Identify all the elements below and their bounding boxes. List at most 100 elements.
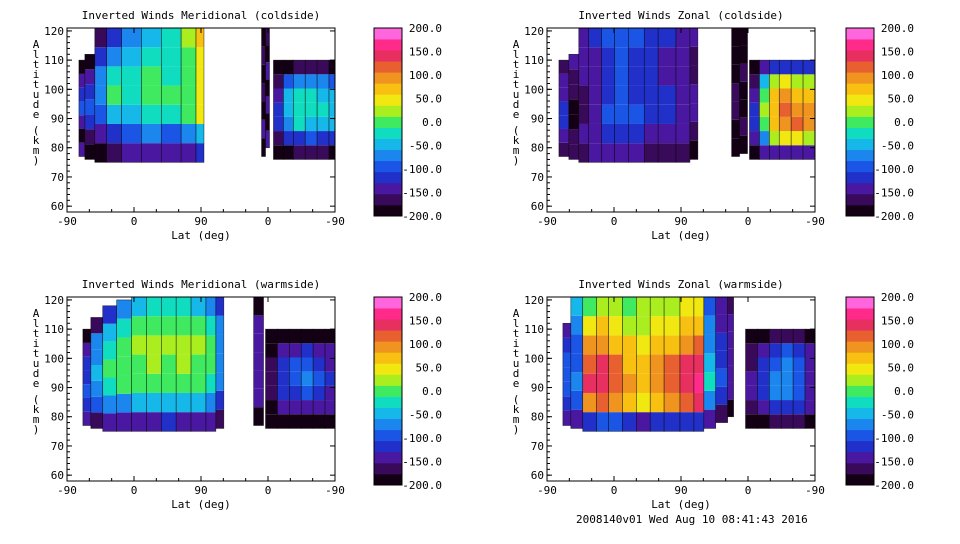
x-axis-label: Lat (deg) xyxy=(171,229,231,242)
colorbar-segment xyxy=(846,374,874,386)
cell-col4-row3 xyxy=(601,85,615,105)
colorbar-segment xyxy=(846,385,874,397)
cell-col1-row2 xyxy=(568,114,579,130)
cell-col7-row5 xyxy=(176,316,192,336)
cell-col19-row5 xyxy=(325,343,335,358)
data-cells xyxy=(82,297,335,432)
cell-col7-row4 xyxy=(181,66,197,86)
cell-col4-row1 xyxy=(121,123,142,144)
cell-col11-row2 xyxy=(703,372,716,391)
svg-text:i: i xyxy=(513,337,520,350)
colorbar-label: 0.0 xyxy=(422,385,442,398)
cell-col15-row1 xyxy=(277,400,290,415)
cell-col4-row2 xyxy=(131,373,147,393)
cell-col17-row2 xyxy=(301,385,314,401)
cell-col14-row4 xyxy=(265,357,278,372)
cell-col0-row3 xyxy=(82,370,91,385)
cell-col18-row4 xyxy=(313,357,326,372)
cell-col14-row3 xyxy=(265,371,278,386)
cell-col20-row4 xyxy=(351,88,358,102)
x-tick-label: -90 xyxy=(325,484,345,497)
cell-col19-row5 xyxy=(805,343,815,358)
colorbar-label: 150.0 xyxy=(409,315,442,328)
colorbar-label: 100.0 xyxy=(409,338,442,351)
cell-col5-row6 xyxy=(622,297,637,317)
cell-col12-row6 xyxy=(715,297,728,315)
cell-col1-row1 xyxy=(90,396,103,413)
cell-col11-row0 xyxy=(703,409,716,429)
cell-col2-row6 xyxy=(578,28,589,48)
cell-col18-row5 xyxy=(803,74,815,89)
cell-col15-row4 xyxy=(293,88,306,103)
y-tick-label: 70 xyxy=(531,171,544,184)
cell-col12-row3 xyxy=(739,81,748,100)
cell-col15-row6 xyxy=(757,329,770,344)
svg-text:t: t xyxy=(33,327,40,340)
svg-text:k: k xyxy=(513,403,520,416)
cell-col20-row4 xyxy=(827,88,837,102)
cell-col12-row4 xyxy=(739,63,748,82)
svg-text:d: d xyxy=(33,98,40,111)
cell-col6-row4 xyxy=(161,66,182,86)
cell-col18-row0 xyxy=(793,414,806,429)
cell-col5-row3 xyxy=(614,85,629,105)
cell-col15-row2 xyxy=(293,116,306,132)
cell-col6-row0 xyxy=(161,143,182,163)
y-tick-label: 120 xyxy=(524,294,544,307)
cell-col7-row1 xyxy=(650,392,665,413)
cell-col18-row6 xyxy=(329,60,335,75)
x-tick-label: 0 xyxy=(611,215,618,228)
svg-text:t: t xyxy=(513,58,520,71)
cell-col0-row5 xyxy=(562,337,571,353)
cell-col6-row5 xyxy=(628,47,645,67)
cell-col4-row1 xyxy=(608,392,623,413)
cell-col17-row3 xyxy=(317,102,330,117)
cell-col11-row4 xyxy=(703,334,716,354)
cell-col7-row0 xyxy=(644,143,659,163)
cell-col15-row6 xyxy=(769,60,780,75)
cell-col11-row2 xyxy=(261,101,266,120)
cell-col2-row5 xyxy=(94,47,107,67)
cell-col17-row2 xyxy=(781,385,794,401)
x-axis-label: Lat (deg) xyxy=(171,498,231,511)
cell-col2-row1 xyxy=(582,392,597,413)
cell-col18-row0 xyxy=(313,414,326,429)
cell-col13-row0 xyxy=(253,407,264,426)
cell-col4-row5 xyxy=(121,47,142,67)
cell-col1-row2 xyxy=(570,372,583,391)
cell-col15-row4 xyxy=(277,357,290,372)
svg-text:t: t xyxy=(33,78,40,91)
svg-text:): ) xyxy=(513,423,520,436)
svg-text:l: l xyxy=(33,317,40,330)
y-tick-label: 100 xyxy=(44,352,64,365)
cell-col3-row5 xyxy=(588,47,602,67)
y-tick-label: 110 xyxy=(44,54,64,67)
colorbar-segment xyxy=(846,308,874,320)
y-tick-label: 110 xyxy=(524,323,544,336)
colorbar-segment xyxy=(374,83,402,95)
cell-col11-row2 xyxy=(731,101,740,120)
cell-col16-row3 xyxy=(305,102,318,117)
colorbar-segment xyxy=(374,341,402,353)
contour-strip-13 xyxy=(727,297,734,418)
colorbar-segment xyxy=(846,160,874,173)
cell-col13-row3 xyxy=(749,102,760,117)
cell-col7-row3 xyxy=(181,85,197,105)
cell-col7-row5 xyxy=(650,316,665,336)
cell-col3-row0 xyxy=(116,412,132,432)
svg-text:t: t xyxy=(513,78,520,91)
cell-col13-row3 xyxy=(727,348,734,366)
x-tick-label: 0 xyxy=(265,484,272,497)
cell-col20-row2 xyxy=(827,117,837,131)
colorbar-segment xyxy=(374,407,402,420)
colorbar-segment xyxy=(846,451,874,464)
colorbar-segment xyxy=(374,61,402,73)
cell-col4-row2 xyxy=(601,104,615,124)
cell-col13-row2 xyxy=(749,116,760,132)
svg-text:d: d xyxy=(513,98,520,111)
cell-col4-row3 xyxy=(121,85,142,105)
cell-col1-row0 xyxy=(84,144,95,160)
cell-col10-row4 xyxy=(693,335,704,355)
cell-col6-row0 xyxy=(628,143,645,163)
y-tick-label: 110 xyxy=(524,54,544,67)
